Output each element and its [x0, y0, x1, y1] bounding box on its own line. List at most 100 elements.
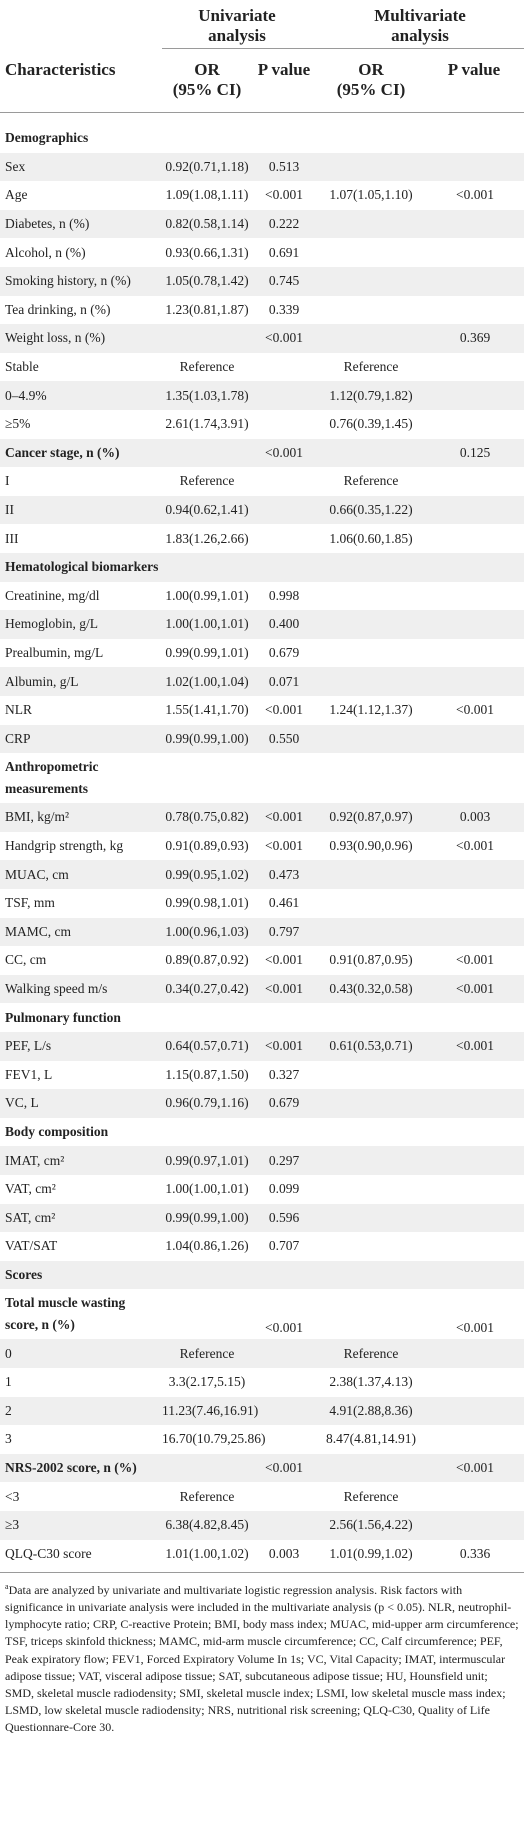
table-row: Stable Reference Reference	[0, 353, 524, 382]
univariate-p-cell: 0.461	[268, 895, 300, 911]
row-label-text: CC, cm	[5, 952, 47, 968]
row-label-text: Body composition	[5, 1124, 109, 1140]
univariate-p-cell: 0.707	[268, 1238, 300, 1254]
univariate-p-cell: <0.001	[265, 1460, 303, 1476]
table-row: Demographics	[0, 124, 524, 153]
row-label-text: I	[5, 473, 10, 489]
multivariate-header-line2: analysis	[391, 26, 449, 45]
row-label: Albumin, g/L	[5, 674, 79, 690]
multivariate-or-cell: 0.92(0.87,0.97)	[329, 809, 413, 825]
univariate-or-cell: 0.78(0.75,0.82)	[165, 809, 249, 825]
univariate-p-cell: 0.003	[268, 1545, 300, 1561]
univariate-or-cell: 1.00(1.00,1.01)	[165, 616, 249, 632]
table-row: Anthropometric measurements	[0, 753, 524, 803]
table-row: Tea drinking, n (%) 1.23(0.81,1.87) 0.339	[0, 296, 524, 325]
row-label-text: Diabetes, n (%)	[5, 216, 90, 232]
row-label: Alcohol, n (%)	[5, 245, 86, 261]
row-label-text: <3	[5, 1488, 20, 1504]
univariate-or-cell: 0.94(0.62,1.41)	[165, 502, 249, 518]
univariate-or-cell: 0.64(0.57,0.71)	[165, 1038, 249, 1054]
row-label-text: Age	[5, 187, 28, 203]
row-label: NLR	[5, 702, 32, 718]
row-label: 3	[5, 1431, 12, 1447]
univariate-or-cell: 0.99(0.99,1.00)	[165, 730, 249, 746]
table-row: Alcohol, n (%) 0.93(0.66,1.31) 0.691	[0, 238, 524, 267]
row-label-text: PEF, L/s	[5, 1038, 52, 1054]
univariate-p-cell: 0.327	[268, 1066, 300, 1082]
multivariate-or-cell: Reference	[343, 473, 399, 489]
univariate-or-cell: 0.92(0.71,1.18)	[165, 158, 249, 174]
row-label: III	[5, 531, 19, 547]
univariate-or-cell: 2.61(1.74,3.91)	[165, 416, 249, 432]
row-label-text: Tea drinking, n (%)	[5, 301, 111, 317]
row-label-text: Hemoglobin, g/L	[5, 616, 98, 632]
table-row: Hematological biomarkers	[0, 553, 524, 582]
univariate-or-cell: 0.99(0.99,1.01)	[165, 645, 249, 661]
row-label: TSF, mm	[5, 895, 55, 911]
row-label: <3	[5, 1489, 19, 1505]
univariate-or-cell: 0.99(0.95,1.02)	[165, 866, 249, 882]
multivariate-p-cell: 0.003	[459, 809, 491, 825]
row-label: 1	[5, 1374, 12, 1390]
row-label-text: CRP	[5, 730, 31, 746]
row-label-text: VC, L	[5, 1095, 39, 1111]
multivariate-or-line1: OR	[358, 60, 384, 79]
univariate-or-cell: Reference	[179, 1488, 235, 1504]
row-label: Sex	[5, 159, 25, 175]
row-label-text: Alcohol, n (%)	[5, 244, 86, 260]
row-label-text: QLQ-C30 score	[5, 1545, 92, 1561]
row-label-text: 2	[5, 1402, 12, 1418]
row-label-text: BMI, kg/m²	[5, 809, 70, 825]
row-label: Scores	[5, 1267, 42, 1283]
row-label: SAT, cm²	[5, 1210, 55, 1226]
row-label: 2	[5, 1403, 12, 1419]
table-row: VAT, cm² 1.00(1.00,1.01) 0.099	[0, 1175, 524, 1204]
multivariate-or-header: OR (95% CI)	[316, 60, 426, 100]
univariate-p-header: P value	[257, 60, 311, 79]
table-row: TSF, mm 0.99(0.98,1.01) 0.461	[0, 889, 524, 918]
univariate-p-cell: 0.596	[268, 1209, 300, 1225]
table-row: 1 3.3(2.17,5.15) 2.38(1.37,4.13)	[0, 1368, 524, 1397]
table-row: NLR 1.55(1.41,1.70) <0.001 1.24(1.12,1.37) <…	[0, 696, 524, 725]
table-row: Prealbumin, mg/L 0.99(0.99,1.01) 0.679	[0, 639, 524, 668]
row-label: VC, L	[5, 1095, 39, 1111]
row-label-text: TSF, mm	[5, 895, 55, 911]
row-label: BMI, kg/m²	[5, 809, 69, 825]
row-label-text: Sex	[5, 158, 26, 174]
row-label-text: Hematological biomarkers	[5, 559, 159, 575]
univariate-p-cell: 0.339	[268, 301, 300, 317]
table-row: 2 11.23(7.46,16.91) 4.91(2.88,8.36)	[0, 1396, 524, 1426]
multivariate-or-cell: Reference	[343, 359, 399, 375]
table-row: Walking speed m/s 0.34(0.27,0.42) <0.001 0.…	[0, 974, 524, 1004]
univariate-p-cell: <0.001	[265, 838, 303, 854]
table-row: Creatinine, mg/dl 1.00(0.99,1.01) 0.998	[0, 582, 524, 611]
row-label-text: Total muscle wasting	[5, 1295, 126, 1311]
univariate-or-cell: 0.99(0.97,1.01)	[165, 1152, 249, 1168]
row-label: ≥3	[5, 1517, 19, 1533]
univariate-or-header: OR (95% CI)	[162, 60, 252, 100]
table-row: Pulmonary function	[0, 1003, 524, 1032]
table-row: Cancer stage, n (%) <0.001 0.125	[0, 438, 524, 468]
univariate-header-line2: analysis	[208, 26, 266, 45]
univariate-p-cell: <0.001	[265, 187, 303, 203]
univariate-p-cell: <0.001	[265, 444, 303, 460]
table-row: IMAT, cm² 0.99(0.97,1.01) 0.297	[0, 1146, 524, 1175]
row-label: VAT, cm²	[5, 1181, 56, 1197]
row-label-text: 0–4.9%	[5, 387, 47, 403]
row-label-text-line2: measurements	[5, 781, 88, 797]
table-row: VC, L 0.96(0.79,1.16) 0.679	[0, 1089, 524, 1118]
table-row: CRP 0.99(0.99,1.00) 0.550	[0, 724, 524, 754]
header-bottom-rule	[0, 112, 524, 113]
table-row: Albumin, g/L 1.02(1.00,1.04) 0.071	[0, 667, 524, 696]
multivariate-p-cell: <0.001	[456, 1038, 494, 1054]
table-footnote: aData are analyzed by univariate and mul…	[5, 1578, 519, 1736]
row-label: MAMC, cm	[5, 924, 71, 940]
row-label-text: MAMC, cm	[5, 923, 72, 939]
table-row: Total muscle wasting score, n (%) <0.001 <0…	[0, 1289, 524, 1339]
table-row: Sex 0.92(0.71,1.18) 0.513	[0, 152, 524, 182]
table-row: I Reference Reference	[0, 467, 524, 496]
row-label: MUAC, cm	[5, 867, 69, 883]
table-row: MUAC, cm 0.99(0.95,1.02) 0.473	[0, 860, 524, 889]
row-label: Age	[5, 187, 28, 203]
